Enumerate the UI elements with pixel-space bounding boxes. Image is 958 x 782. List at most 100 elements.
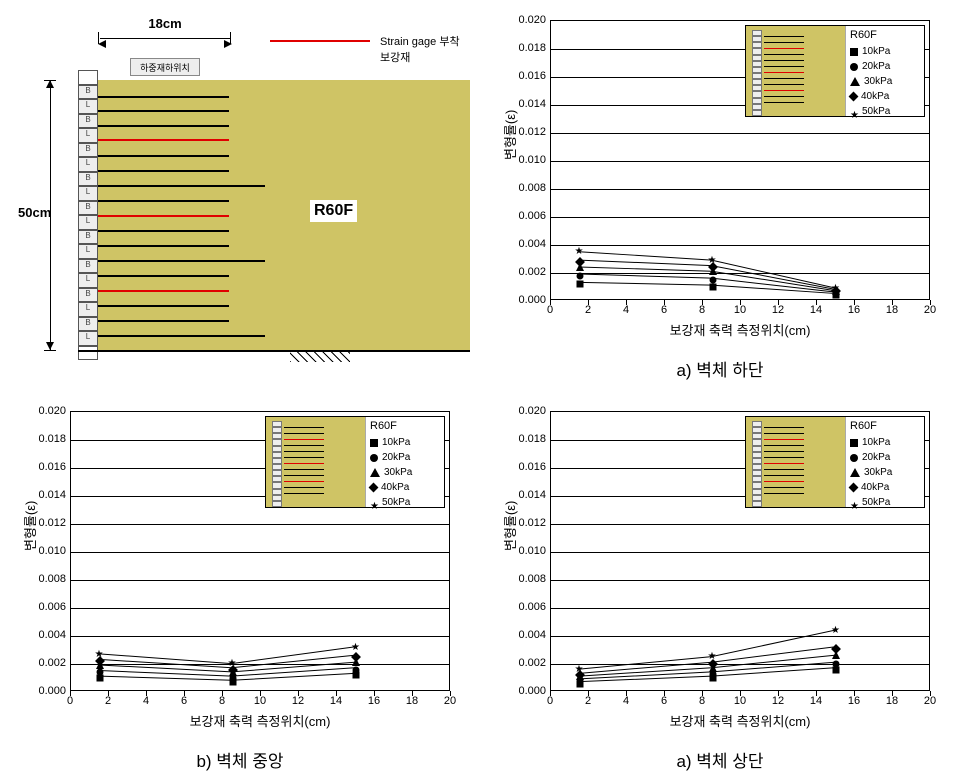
plot-area: R60F10kPa20kPa30kPa40kPa50kPa	[70, 411, 450, 691]
ytick-label: 0.006	[28, 601, 66, 613]
wall-block: L	[78, 273, 98, 288]
wall-block: B	[78, 259, 98, 274]
xtick-label: 16	[364, 695, 384, 707]
chart-bottom: R60F10kPa20kPa30kPa40kPa50kPa0.0000.0020…	[490, 10, 950, 350]
ytick-label: 0.008	[508, 573, 546, 585]
data-marker	[576, 272, 583, 279]
data-marker	[833, 661, 840, 668]
xtick-label: 4	[616, 304, 636, 316]
xtick-label: 4	[136, 695, 156, 707]
legend-item: 30kPa	[370, 465, 440, 480]
schematic-panel: 18cm Strain gage 부착 보강재 하중재하위치 BLBLBLBLB…	[10, 10, 470, 381]
wall-block: L	[78, 157, 98, 172]
xtick-label: 10	[730, 695, 750, 707]
xtick-label: 18	[882, 695, 902, 707]
xtick-label: 14	[806, 304, 826, 316]
legend-mini-schematic	[746, 26, 846, 116]
legend-marker-icon	[370, 499, 378, 507]
xtick-label: 12	[288, 695, 308, 707]
ytick-label: 0.018	[508, 42, 546, 54]
legend-item: 20kPa	[370, 450, 440, 465]
legend-label: 40kPa	[861, 89, 889, 104]
xtick-label: 6	[654, 304, 674, 316]
y-axis-label: 변형률(ε)	[20, 501, 39, 551]
legend-label: 30kPa	[864, 74, 892, 89]
chart-middle-panel: R60F10kPa20kPa30kPa40kPa50kPa0.0000.0020…	[10, 401, 470, 772]
xtick-label: 8	[212, 695, 232, 707]
legend-marker-icon	[370, 454, 378, 462]
xtick-label: 18	[882, 304, 902, 316]
legend-label: 50kPa	[382, 495, 410, 510]
ytick-label: 0.016	[508, 70, 546, 82]
legend-label: 10kPa	[862, 435, 890, 450]
reinforcement-line	[98, 125, 229, 127]
reinforcement-line	[98, 230, 229, 232]
ytick-label: 0.006	[508, 210, 546, 222]
wall-block: B	[78, 317, 98, 332]
legend-label: 30kPa	[864, 465, 892, 480]
legend-title: R60F	[850, 419, 920, 434]
wall-block: B	[78, 143, 98, 158]
legend-marker-icon	[850, 468, 860, 477]
legend-label: 40kPa	[381, 480, 409, 495]
xtick-label: 20	[920, 695, 940, 707]
legend-mini-schematic	[266, 417, 366, 507]
ytick-label: 0.004	[508, 629, 546, 641]
wall-block: L	[78, 128, 98, 143]
reinforcement-line	[98, 275, 229, 277]
legend-label: 10kPa	[382, 435, 410, 450]
wall-block: L	[78, 215, 98, 230]
left-dimension-label: 50cm	[18, 205, 51, 220]
xtick-label: 20	[440, 695, 460, 707]
legend-inset: R60F10kPa20kPa30kPa40kPa50kPa	[745, 416, 925, 508]
legend-item: 10kPa	[850, 435, 920, 450]
legend-item: 40kPa	[850, 89, 920, 104]
xtick-label: 14	[806, 695, 826, 707]
ytick-label: 0.014	[508, 98, 546, 110]
xtick-label: 14	[326, 695, 346, 707]
xtick-label: 0	[540, 304, 560, 316]
wall-block: L	[78, 186, 98, 201]
legend-marker-icon	[850, 63, 858, 71]
ytick-label: 0.014	[28, 489, 66, 501]
data-marker	[96, 669, 103, 676]
ytick-label: 0.018	[28, 433, 66, 445]
model-label: R60F	[310, 200, 357, 222]
top-dimension-line	[100, 38, 230, 39]
legend-item: 40kPa	[370, 480, 440, 495]
legend-item: 40kPa	[850, 480, 920, 495]
ytick-label: 0.002	[28, 657, 66, 669]
legend-marker-icon	[850, 48, 858, 56]
legend-marker-icon	[849, 92, 859, 102]
xtick-label: 12	[768, 304, 788, 316]
xtick-label: 20	[920, 304, 940, 316]
ytick-label: 0.018	[508, 433, 546, 445]
xtick-label: 2	[578, 695, 598, 707]
legend-item: 50kPa	[850, 104, 920, 119]
reinforcement-line	[98, 320, 229, 322]
xtick-label: 18	[402, 695, 422, 707]
retaining-wall-blocks: BLBLBLBLBLBLBLBLBL	[78, 70, 98, 360]
reinforcement-line	[98, 110, 229, 112]
x-axis-label: 보강재 축력 측정위치(cm)	[550, 320, 930, 339]
legend-label: 30kPa	[384, 465, 412, 480]
wall-block: B	[78, 114, 98, 129]
wall-block: L	[78, 302, 98, 317]
reinforcement-line	[98, 290, 229, 292]
plot-area: R60F10kPa20kPa30kPa40kPa50kPa	[550, 20, 930, 300]
legend-item: 50kPa	[370, 495, 440, 510]
wall-block: B	[78, 85, 98, 100]
legend-marker-icon	[850, 77, 860, 86]
legend-item: 30kPa	[850, 465, 920, 480]
data-marker	[353, 666, 360, 673]
reinforcement-line	[98, 335, 265, 337]
chart-top-panel: R60F10kPa20kPa30kPa40kPa50kPa0.0000.0020…	[490, 401, 950, 772]
legend-marker-icon	[849, 483, 859, 493]
reinforcement-line	[98, 200, 229, 202]
data-marker	[709, 277, 716, 284]
legend-inset: R60F10kPa20kPa30kPa40kPa50kPa	[745, 25, 925, 117]
xtick-label: 6	[174, 695, 194, 707]
xtick-label: 8	[692, 304, 712, 316]
data-marker	[709, 284, 716, 291]
legend-label: 10kPa	[862, 44, 890, 59]
